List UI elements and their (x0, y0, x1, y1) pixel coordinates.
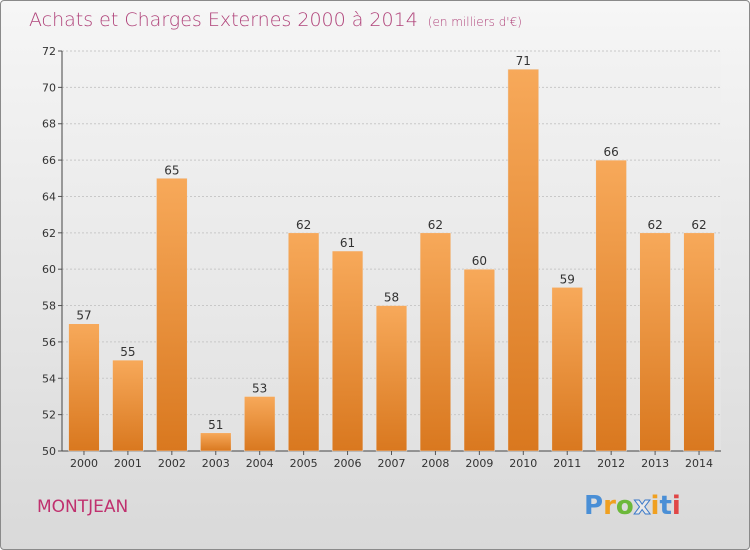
y-tick-label: 62 (42, 227, 56, 240)
y-tick-label: 50 (42, 445, 56, 458)
bar (463, 268, 495, 452)
x-tick-label: 2004 (246, 457, 274, 470)
y-tick-label: 66 (42, 154, 56, 167)
data-label: 55 (120, 345, 135, 359)
x-tick-label: 2008 (421, 457, 449, 470)
bar (200, 432, 232, 452)
bar (683, 232, 715, 452)
logo-letter: i (671, 491, 681, 521)
bar (419, 232, 452, 452)
x-tick-label: 2001 (114, 457, 142, 470)
y-tick-label: 52 (42, 409, 56, 422)
data-label: 62 (691, 218, 706, 232)
x-tick-label: 2006 (334, 457, 362, 470)
logo-letter: P (584, 491, 604, 521)
data-label: 61 (340, 236, 355, 250)
data-label: 62 (296, 218, 311, 232)
logo-letter: r (603, 491, 616, 521)
logo-letter: i (650, 491, 660, 521)
bar (156, 178, 188, 452)
data-label: 53 (252, 381, 267, 395)
data-label: 66 (604, 145, 619, 159)
y-tick-label: 56 (42, 336, 56, 349)
data-label: 60 (472, 254, 487, 268)
data-label: 58 (384, 291, 399, 305)
bar (595, 159, 627, 452)
bar (244, 396, 276, 452)
y-tick-label: 64 (42, 190, 56, 203)
data-label: 51 (208, 418, 223, 432)
bar (507, 68, 539, 452)
y-tick-label: 68 (42, 118, 56, 131)
logo-letter: t (659, 491, 672, 521)
data-label: 65 (164, 163, 179, 177)
data-label: 59 (560, 272, 575, 286)
title-unit: (en milliers d'€) (427, 15, 522, 29)
bar (288, 232, 320, 452)
data-label: 57 (76, 309, 91, 323)
bar (639, 232, 671, 452)
y-tick-label: 58 (42, 300, 56, 313)
x-tick-label: 2002 (158, 457, 186, 470)
x-tick-label: 2007 (378, 457, 406, 470)
bar (112, 359, 144, 452)
x-tick-label: 2009 (465, 457, 493, 470)
chart-title: Achats et Charges Externes 2000 à 2014 (e… (29, 9, 522, 31)
bar (68, 323, 100, 452)
x-tick-label: 2000 (70, 457, 98, 470)
y-tick-label: 70 (42, 81, 56, 94)
title-text: Achats et Charges Externes 2000 à 2014 (29, 9, 418, 31)
commune-name: MONTJEAN (37, 497, 129, 517)
y-tick-label: 60 (42, 263, 56, 276)
x-tick-label: 2010 (509, 457, 537, 470)
x-tick-label: 2011 (553, 457, 581, 470)
bar (375, 305, 408, 452)
x-tick-label: 2003 (202, 457, 230, 470)
y-tick-label: 54 (42, 372, 56, 385)
bar (331, 250, 364, 452)
x-tick-label: 2013 (641, 457, 669, 470)
proxiti-logo: Proxiti (584, 491, 681, 522)
data-label: 62 (428, 218, 443, 232)
logo-letter: x (633, 491, 651, 522)
x-tick-label: 2005 (290, 457, 318, 470)
bar (551, 287, 583, 452)
logo-letter: o (615, 491, 634, 521)
y-tick-label: 72 (42, 45, 56, 58)
data-label: 62 (647, 218, 662, 232)
x-tick-label: 2014 (685, 457, 713, 470)
data-label: 71 (516, 54, 531, 68)
x-tick-label: 2012 (597, 457, 625, 470)
